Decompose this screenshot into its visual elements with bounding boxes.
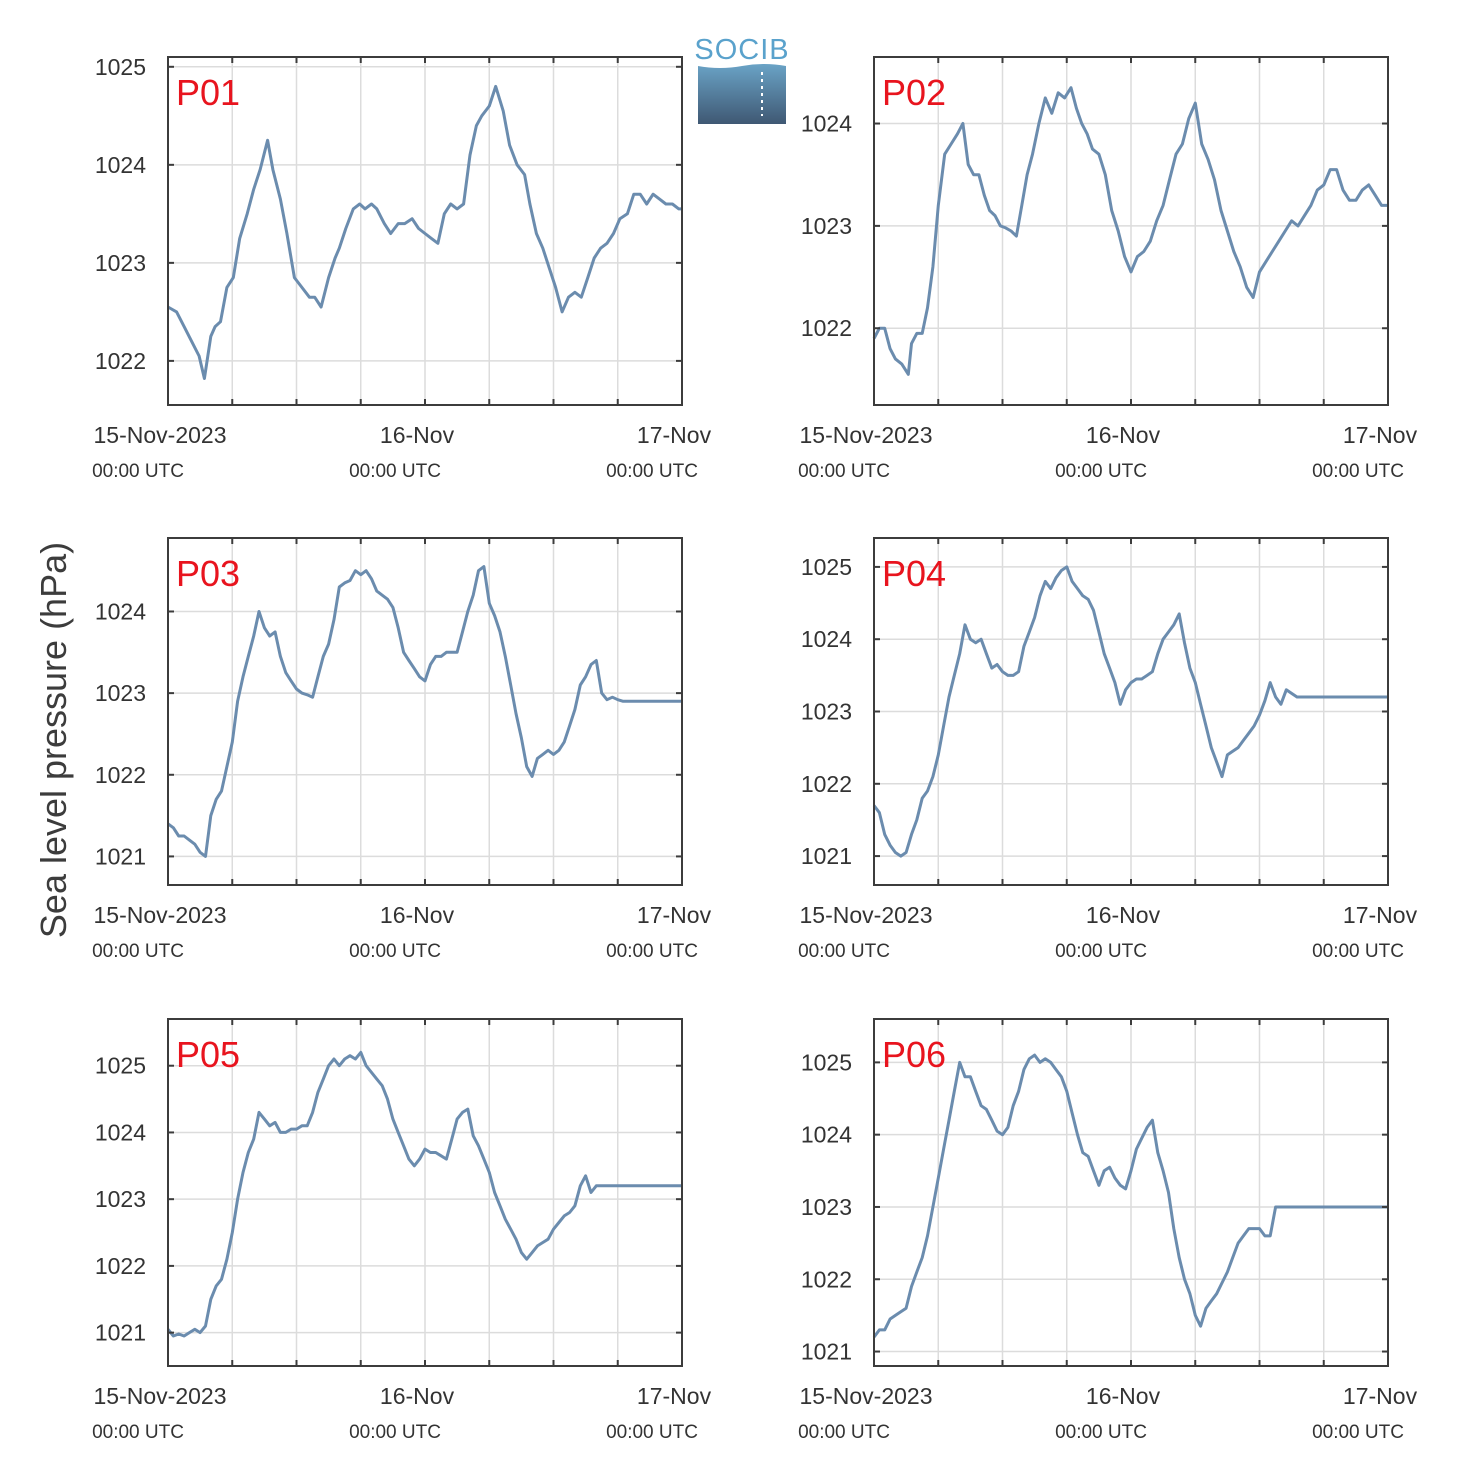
x-tick-label: 17-Nov: [1343, 422, 1418, 448]
socib-logo-icon: SOCIB: [694, 34, 789, 124]
y-tick-label: 1025: [95, 54, 146, 80]
panel-p02: 1022 1023 1024 15-Nov-2023 00:00 UTC 16-Nov 00…: [798, 56, 1418, 482]
x-tick-label: 17-Nov: [637, 422, 712, 448]
y-tick-label: 1023: [95, 680, 146, 706]
series-line: [167, 565, 682, 858]
panel-label: P05: [176, 1034, 240, 1075]
y-tick-label: 1023: [801, 699, 852, 725]
x-tick-label: 16-Nov: [380, 902, 455, 928]
logo-wave: [698, 64, 786, 124]
panel-label: P03: [176, 553, 240, 594]
y-tick-label: 1022: [801, 1266, 852, 1292]
y-tick-label: 1024: [95, 152, 146, 178]
y-tick-label: 1022: [95, 1253, 146, 1279]
panel-p06: 1021 1022 1023 1024 1025 15-Nov-2023 00:00 UTC…: [798, 1018, 1418, 1443]
series-line: [167, 84, 682, 380]
y-tick-label: 1022: [801, 771, 852, 797]
x-tick-label: 15-Nov-2023: [94, 1383, 227, 1409]
y-tick-label: 1021: [801, 1339, 852, 1365]
y-tick-label: 1024: [801, 1122, 852, 1148]
x-tick-label: 16-Nov: [380, 422, 455, 448]
y-tick-label: 1022: [801, 315, 852, 341]
y-tick-label: 1021: [801, 843, 852, 869]
panel-p05: 1021 1022 1023 1024 1025 15-Nov-2023 00:00 UTC…: [92, 1018, 712, 1443]
y-tick-label: 1023: [801, 1194, 852, 1220]
logo-text: SOCIB: [694, 34, 789, 66]
x-tick-sublabel: 00:00 UTC: [349, 1422, 441, 1443]
x-tick-sublabel: 00:00 UTC: [798, 941, 890, 962]
x-tick-sublabel: 00:00 UTC: [92, 461, 184, 482]
y-tick-label: 1024: [95, 1119, 146, 1145]
x-tick-label: 16-Nov: [1086, 422, 1161, 448]
x-tick-sublabel: 00:00 UTC: [1312, 941, 1404, 962]
x-tick-sublabel: 00:00 UTC: [349, 941, 441, 962]
x-tick-sublabel: 00:00 UTC: [1055, 1422, 1147, 1443]
x-tick-sublabel: 00:00 UTC: [1055, 941, 1147, 962]
y-tick-label: 1025: [801, 554, 852, 580]
y-tick-label: 1024: [95, 598, 146, 624]
x-tick-sublabel: 00:00 UTC: [606, 941, 698, 962]
x-tick-sublabel: 00:00 UTC: [606, 1422, 698, 1443]
y-tick-label: 1025: [801, 1049, 852, 1075]
x-tick-sublabel: 00:00 UTC: [798, 461, 890, 482]
x-tick-sublabel: 00:00 UTC: [1312, 461, 1404, 482]
panel-p04: 1021 1022 1023 1024 1025 15-Nov-2023 00:00 UTC…: [798, 537, 1418, 962]
panel-label: P06: [882, 1034, 946, 1075]
x-tick-sublabel: 00:00 UTC: [1312, 1422, 1404, 1443]
x-tick-sublabel: 00:00 UTC: [798, 1422, 890, 1443]
y-tick-label: 1023: [801, 213, 852, 239]
x-tick-sublabel: 00:00 UTC: [606, 461, 698, 482]
x-tick-label: 15-Nov-2023: [800, 1383, 933, 1409]
panel-p03: 1021 1022 1023 1024 15-Nov-2023 00:00 UTC 16-N…: [92, 537, 712, 962]
x-tick-sublabel: 00:00 UTC: [1055, 461, 1147, 482]
series-line: [872, 565, 1388, 858]
series-line: [872, 1053, 1388, 1338]
panel-label: P04: [882, 553, 946, 594]
y-tick-label: 1024: [801, 111, 852, 137]
y-tick-label: 1022: [95, 762, 146, 788]
y-tick-label: 1023: [95, 1186, 146, 1212]
x-tick-label: 15-Nov-2023: [94, 902, 227, 928]
y-tick-label: 1021: [95, 843, 146, 869]
panel-label: P01: [176, 72, 240, 113]
x-tick-label: 17-Nov: [1343, 1383, 1418, 1409]
x-tick-label: 16-Nov: [1086, 902, 1161, 928]
y-axis-label: Sea level pressure (hPa): [33, 542, 74, 938]
panel-p01: 1022 1023 1024 1025 15-Nov-2023 00:00 UTC 16-N…: [92, 54, 712, 482]
x-tick-label: 15-Nov-2023: [94, 422, 227, 448]
x-tick-label: 17-Nov: [637, 902, 712, 928]
y-tick-label: 1022: [95, 348, 146, 374]
x-tick-label: 15-Nov-2023: [800, 422, 933, 448]
chart-panels: 1022 1023 1024 1025 15-Nov-2023 00:00 UTC 16-N…: [92, 54, 1418, 1443]
x-tick-label: 17-Nov: [1343, 902, 1418, 928]
x-tick-label: 16-Nov: [1086, 1383, 1161, 1409]
series-line: [166, 1050, 682, 1338]
x-tick-sublabel: 00:00 UTC: [92, 941, 184, 962]
y-tick-label: 1024: [801, 626, 852, 652]
x-tick-sublabel: 00:00 UTC: [349, 461, 441, 482]
y-tick-label: 1025: [95, 1053, 146, 1079]
y-tick-label: 1023: [95, 250, 146, 276]
x-tick-sublabel: 00:00 UTC: [92, 1422, 184, 1443]
y-tick-label: 1021: [95, 1320, 146, 1346]
panel-label: P02: [882, 72, 946, 113]
x-tick-label: 16-Nov: [380, 1383, 455, 1409]
series-line: [872, 86, 1388, 376]
x-tick-label: 15-Nov-2023: [800, 902, 933, 928]
x-tick-label: 17-Nov: [637, 1383, 712, 1409]
